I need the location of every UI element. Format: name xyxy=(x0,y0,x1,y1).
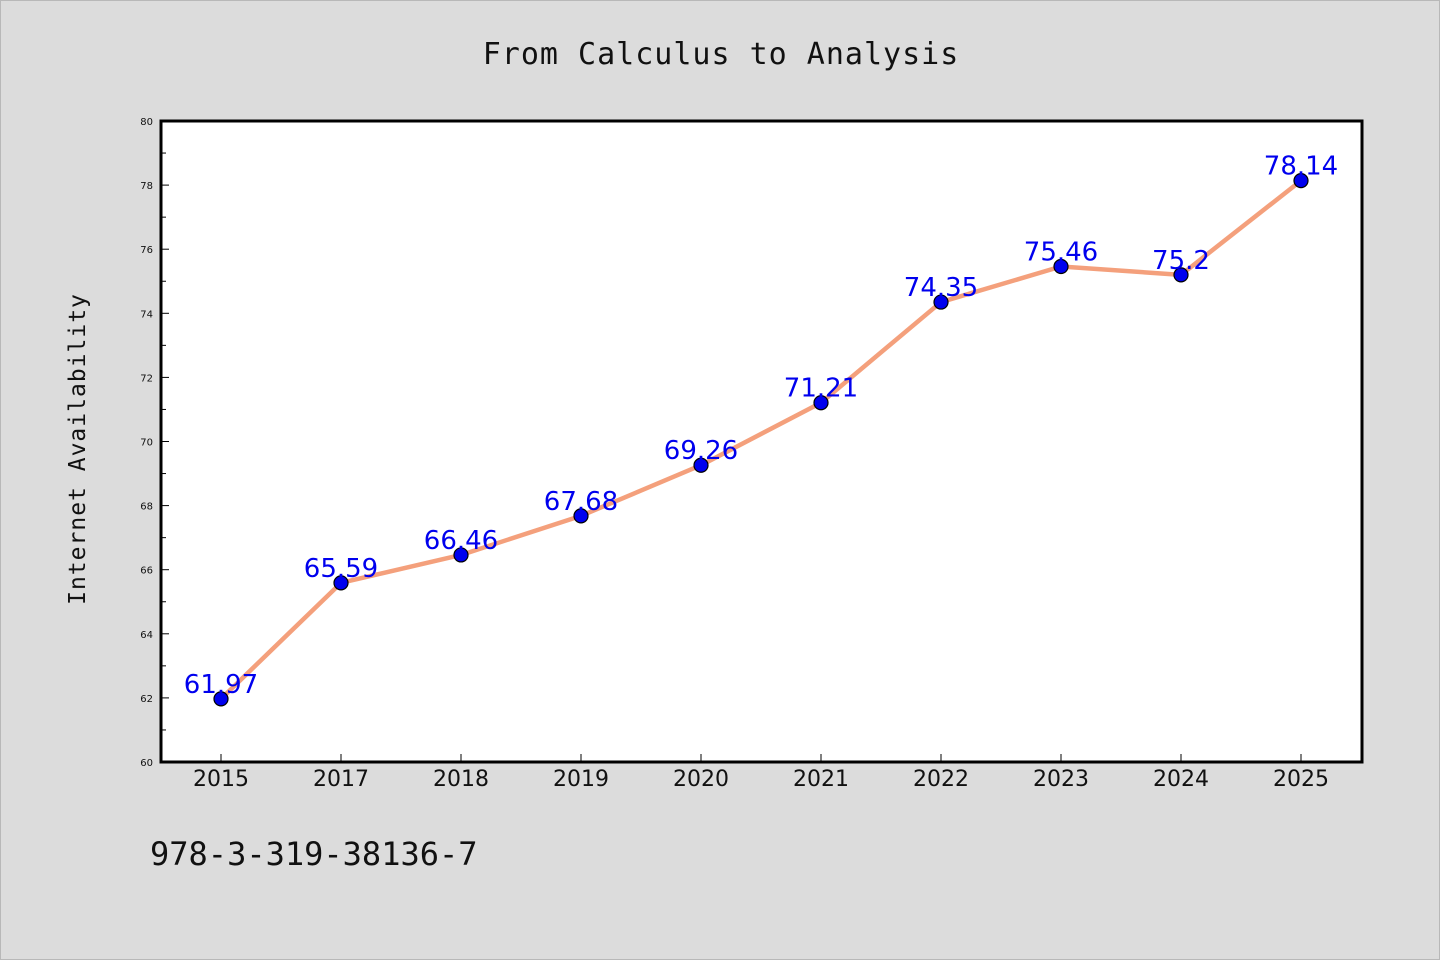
series-line xyxy=(218,178,1304,702)
data-label-2024: 75.2 xyxy=(1152,246,1210,276)
data-label-2020: 69.26 xyxy=(664,436,738,466)
plot-area xyxy=(159,119,1364,764)
y-tick-label: 62 xyxy=(140,694,153,705)
x-tick-label: 2019 xyxy=(553,767,609,792)
x-tick-label: 2023 xyxy=(1033,767,1089,792)
data-label-2022: 74.35 xyxy=(904,273,978,303)
data-point-2023 xyxy=(1053,258,1069,275)
x-tick-label: 2018 xyxy=(433,767,489,792)
x-tick-label: 2025 xyxy=(1273,767,1329,792)
y-tick-label: 60 xyxy=(140,758,153,769)
y-tick-label: 72 xyxy=(140,373,153,384)
y-tick-label: 68 xyxy=(140,502,153,513)
y-tick-label: 78 xyxy=(140,181,153,192)
data-label-2018: 66.46 xyxy=(424,526,498,556)
data-point-2020 xyxy=(693,457,709,473)
x-tick-label: 2017 xyxy=(313,767,369,792)
y-tick-label: 66 xyxy=(140,566,153,577)
x-tick-label: 2015 xyxy=(193,767,249,792)
data-point-2017 xyxy=(333,575,349,591)
data-point-2015 xyxy=(213,691,229,707)
data-label-2023: 75.46 xyxy=(1024,238,1098,268)
y-tick-label: 64 xyxy=(140,630,153,641)
data-point-2018 xyxy=(453,547,469,563)
data-point-2025 xyxy=(1293,173,1309,189)
y-axis-ticks: 60 62 64 66 68 70 72 74 76 78 80 xyxy=(140,117,169,769)
y-tick-label: 74 xyxy=(140,309,153,320)
data-label-2025: 78.14 xyxy=(1264,152,1338,182)
data-point-2019 xyxy=(573,508,589,524)
data-point-2021 xyxy=(813,395,829,411)
x-tick-label: 2021 xyxy=(793,767,849,792)
x-axis-ticks: 2015 2017 2018 2019 2020 2021 2022 2023 2024 2025 xyxy=(193,754,1329,792)
data-labels: 61.97 65.59 66.46 67.68 69.26 71.21 74.35 75.46… xyxy=(184,152,1338,700)
data-points xyxy=(213,173,1309,707)
x-tick-label: 2020 xyxy=(673,767,729,792)
data-label-2019: 67.68 xyxy=(544,487,618,517)
x-tick-label: 2022 xyxy=(913,767,969,792)
y-tick-label: 76 xyxy=(140,245,153,256)
y-axis-label: Internet Availability xyxy=(65,293,91,605)
y-tick-label: 80 xyxy=(140,117,153,128)
data-label-2015: 61.97 xyxy=(184,670,258,700)
data-point-2022 xyxy=(933,294,949,310)
x-tick-label: 2024 xyxy=(1153,767,1209,792)
data-point-2024 xyxy=(1173,267,1189,283)
footnote-isbn: 978-3-319-38136-7 xyxy=(150,835,478,873)
y-tick-label: 70 xyxy=(140,438,153,449)
chart-title: From Calculus to Analysis xyxy=(483,37,960,72)
data-label-2021: 71.21 xyxy=(784,374,858,404)
data-label-2017: 65.59 xyxy=(304,554,378,584)
